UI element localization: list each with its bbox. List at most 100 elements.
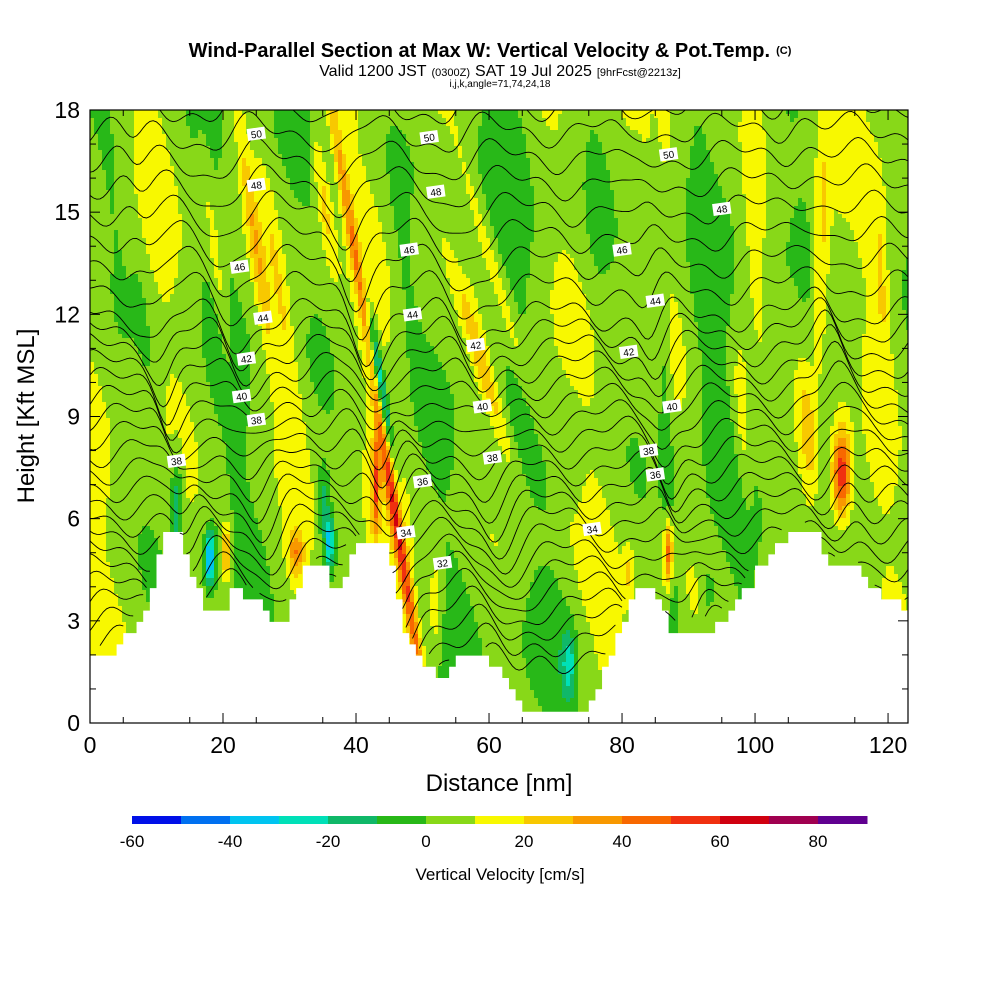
colorbar-swatch bbox=[475, 816, 525, 824]
contour-label-text: 44 bbox=[649, 296, 662, 309]
contour-label-text: 38 bbox=[643, 446, 656, 459]
contour-label-text: 34 bbox=[400, 528, 413, 541]
isentrope-line bbox=[90, 446, 908, 506]
contour-label-text: 44 bbox=[406, 310, 419, 323]
colorbar-tick-label: 80 bbox=[809, 832, 828, 851]
colorbar-swatch bbox=[426, 816, 476, 824]
y-tick-label: 3 bbox=[67, 608, 80, 634]
contour-label-text: 34 bbox=[586, 524, 599, 537]
contour-label: 34 bbox=[582, 521, 602, 537]
contour-label: 38 bbox=[166, 453, 187, 469]
contour-label-text: 32 bbox=[436, 558, 449, 571]
x-tick-label: 120 bbox=[869, 732, 907, 758]
isentrope-line bbox=[90, 567, 908, 628]
contour-label-text: 48 bbox=[250, 180, 263, 193]
copyright-mark: (C) bbox=[776, 45, 792, 57]
contour-label-text: 42 bbox=[240, 354, 253, 367]
contour-label: 38 bbox=[246, 412, 267, 428]
contour-label-text: 46 bbox=[403, 245, 416, 258]
subtitle-date: SAT 19 Jul 2025 bbox=[475, 63, 592, 80]
chart-index-line: i,j,k,angle=71,74,24,18 bbox=[450, 79, 551, 90]
contour-label-text: 40 bbox=[666, 402, 679, 415]
isentrope-line bbox=[90, 297, 908, 381]
x-tick-label: 20 bbox=[210, 732, 236, 758]
isentrope-line bbox=[90, 309, 908, 392]
colorbar-swatch bbox=[328, 816, 378, 824]
contour-label: 38 bbox=[482, 450, 503, 465]
colorbar-swatch bbox=[769, 816, 819, 824]
colorbar-tick-label: -40 bbox=[218, 832, 243, 851]
contour-label-text: 40 bbox=[236, 391, 249, 404]
colorbar-swatch bbox=[622, 816, 672, 824]
chart-title: Wind-Parallel Section at Max W: Vertical… bbox=[189, 40, 792, 62]
contour-label-text: 44 bbox=[257, 313, 270, 326]
isentrope-line bbox=[438, 642, 606, 674]
contour-label-text: 50 bbox=[250, 129, 263, 142]
y-tick-label: 9 bbox=[67, 404, 80, 430]
colorbar-swatch bbox=[377, 816, 427, 824]
colorbar-swatch bbox=[230, 816, 280, 824]
isentrope-line bbox=[90, 464, 908, 524]
x-tick-label: 100 bbox=[736, 732, 774, 758]
contour-label: 48 bbox=[246, 177, 267, 193]
y-tick-label: 6 bbox=[67, 506, 80, 532]
isentrope-line bbox=[90, 406, 908, 471]
potential-temperature-contours bbox=[90, 110, 908, 674]
terrain-mask bbox=[90, 531, 908, 723]
contour-label: 50 bbox=[419, 130, 439, 145]
contour-label: 44 bbox=[645, 293, 666, 309]
contour-label: 46 bbox=[399, 242, 419, 257]
contour-label: 36 bbox=[412, 474, 433, 489]
contour-label: 32 bbox=[432, 555, 453, 571]
contour-label-text: 48 bbox=[716, 204, 729, 217]
x-tick-label: 60 bbox=[476, 732, 502, 758]
colorbar-swatch bbox=[671, 816, 721, 824]
isentrope-line bbox=[90, 242, 908, 313]
contour-label-text: 38 bbox=[170, 456, 183, 469]
subtitle-forecast: [9hrFcst@2213z] bbox=[597, 67, 681, 79]
isentrope-line bbox=[90, 324, 908, 408]
contour-label: 36 bbox=[645, 467, 666, 482]
isentrope-line bbox=[90, 500, 908, 561]
contour-label: 48 bbox=[426, 184, 446, 200]
contour-label: 48 bbox=[712, 201, 732, 217]
contour-label-text: 46 bbox=[616, 245, 629, 258]
contour-label-text: 48 bbox=[430, 187, 443, 200]
contour-label-text: 42 bbox=[470, 340, 483, 353]
isentrope-line bbox=[90, 482, 908, 544]
colorbar-tick-label: -60 bbox=[120, 832, 145, 851]
y-axis-label: Height [Kft MSL] bbox=[13, 329, 40, 504]
colorbar-swatch bbox=[279, 816, 329, 824]
colorbar-label: Vertical Velocity [cm/s] bbox=[415, 865, 584, 884]
isentrope-line bbox=[90, 550, 908, 609]
contour-label-text: 36 bbox=[416, 476, 429, 489]
y-tick-label: 0 bbox=[67, 710, 80, 736]
isentrope-line bbox=[90, 360, 908, 441]
contour-label-text: 38 bbox=[250, 415, 263, 428]
contour-label-text: 42 bbox=[623, 347, 636, 360]
subtitle-utc: (0300Z) bbox=[432, 67, 471, 79]
contour-label: 50 bbox=[246, 126, 267, 142]
colorbar-swatch bbox=[181, 816, 231, 824]
colorbar-tick-label: 0 bbox=[421, 832, 430, 851]
contour-label-text: 50 bbox=[663, 150, 676, 163]
contour-label: 40 bbox=[472, 399, 493, 415]
colorbar-swatch bbox=[573, 816, 623, 824]
contour-label: 46 bbox=[229, 259, 250, 275]
contour-label-text: 40 bbox=[476, 402, 489, 415]
contour-label-text: 50 bbox=[423, 132, 436, 145]
isentrope-line bbox=[126, 110, 908, 125]
isentrope-line bbox=[90, 189, 908, 251]
isentrope-line bbox=[90, 585, 729, 639]
y-tick-label: 18 bbox=[54, 97, 80, 123]
x-axis-label: Distance [nm] bbox=[426, 770, 573, 797]
colorbar-swatch bbox=[818, 816, 868, 824]
isentrope-line bbox=[90, 533, 908, 594]
colorbar-tick-label: -20 bbox=[316, 832, 341, 851]
isentrope-line bbox=[90, 381, 908, 454]
contour-label: 44 bbox=[253, 310, 273, 326]
contour-label-text: 46 bbox=[234, 262, 247, 275]
x-tick-label: 40 bbox=[343, 732, 369, 758]
